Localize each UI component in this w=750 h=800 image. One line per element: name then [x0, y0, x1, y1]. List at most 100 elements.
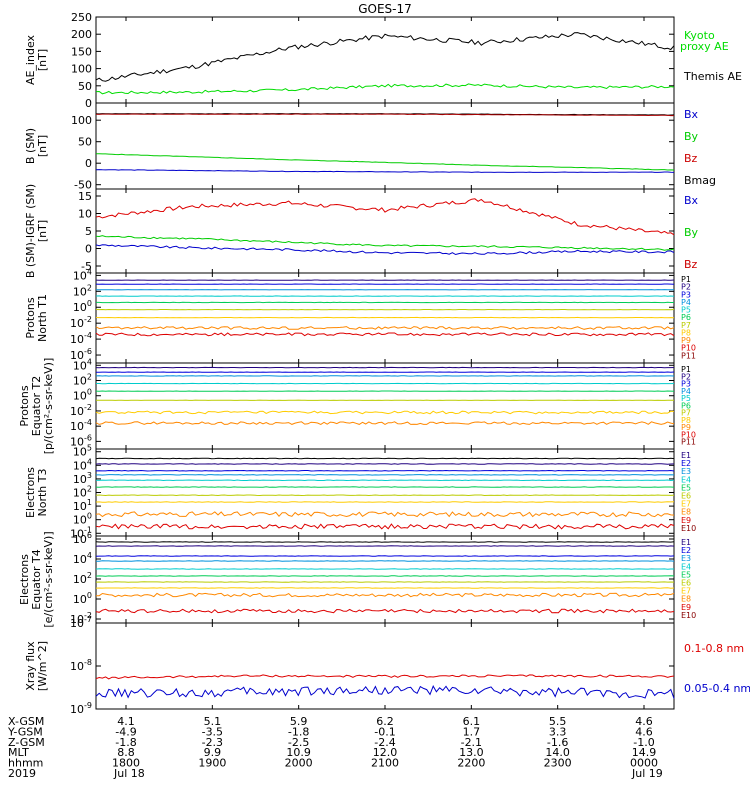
y-axis-label: North T3 [36, 469, 49, 517]
y-axis-label: Electrons [18, 554, 31, 605]
axis-table-value: 4.6 [635, 715, 653, 728]
legend-entry: 0.05-0.4 nm [684, 682, 750, 695]
figure-title: GOES-17 [358, 2, 412, 16]
legend-entry: Bx [684, 194, 699, 207]
axis-table-value: -2.4 [374, 736, 395, 749]
series-xray-long [95, 674, 675, 680]
axis-row-label: Z-GSM [8, 736, 45, 749]
y-axis-label: Protons [18, 385, 31, 426]
legend-entry: P5 [681, 306, 691, 315]
series-bz [95, 113, 674, 117]
legend-entry: P7 [681, 321, 691, 330]
legend-entry: E6 [681, 492, 691, 501]
y-tick-label: 10-4 [70, 418, 92, 433]
axis-table-value: Jul 18 [113, 767, 145, 780]
axis-row-label: MLT [8, 746, 29, 759]
y-axis-label: Equator T4 [30, 549, 43, 609]
y-tick-label: 104 [73, 551, 92, 566]
y-axis-label: AE_index [24, 34, 37, 85]
legend-entry: P7 [681, 409, 691, 418]
axis-table-value: 9.9 [204, 746, 222, 759]
axis-table-value: 5.9 [290, 715, 308, 728]
y-tick-label: 10-6 [70, 347, 92, 362]
legend-entry: E8 [681, 595, 691, 604]
y-tick-label: 10-8 [70, 658, 92, 673]
y-tick-label: 10-6 [70, 433, 92, 448]
y-tick-label: 10-9 [70, 701, 92, 716]
y-tick-label: 104 [73, 267, 92, 282]
axis-table-value: -0.1 [374, 725, 395, 738]
series-channel-8 [95, 501, 675, 503]
legend-entry: P4 [681, 387, 691, 396]
y-axis-label: [nT] [36, 49, 49, 71]
y-tick-label: 10-1 [70, 525, 92, 540]
legend-entry: E3 [681, 467, 691, 476]
legend-entry: E8 [681, 508, 691, 517]
panel-ee: 106 104 102 100 10-2 Electrons Equator T4 [e/(c… [18, 531, 696, 628]
y-tick-label: 10-4 [70, 331, 92, 346]
series-bx [95, 244, 675, 256]
axis-table-value: 0000 [630, 757, 658, 770]
series-channel-10 [95, 523, 675, 530]
y-tick-label: 10 [78, 208, 92, 221]
axis-table-value: 14.9 [632, 746, 657, 759]
y-tick-label: 10-2 [70, 403, 92, 418]
legend-entry: E6 [681, 579, 691, 588]
series-channel-3 [95, 469, 675, 472]
legend-entry: Themis AE [683, 70, 742, 83]
y-tick-label: 104 [73, 457, 92, 472]
series-kyoto-proxy-ae [95, 83, 675, 95]
y-tick-label: 102 [73, 373, 92, 388]
y-tick-label: 5 [85, 225, 92, 238]
y-tick-label: 15 [78, 190, 92, 203]
axis-table-value: 2000 [285, 757, 313, 770]
legend-entry: P6 [681, 401, 691, 410]
y-tick-label: 100 [73, 299, 92, 314]
axis-table-value: 6.2 [376, 715, 394, 728]
legend-entry: E10 [681, 524, 696, 533]
y-tick-label: 50 [78, 80, 92, 93]
series-by [95, 153, 675, 171]
axis-table-value: -1.8 [115, 736, 136, 749]
y-tick-label: 200 [71, 28, 92, 41]
series-by [95, 235, 675, 251]
y-axis-label: Protons [24, 297, 37, 338]
legend-entry: P2 [681, 283, 691, 292]
y-tick-label: 100 [73, 512, 92, 527]
legend-entry: P3 [681, 380, 691, 389]
panel-frame [95, 16, 675, 104]
panel-frame [95, 102, 675, 190]
axis-table-value: 8.8 [117, 746, 135, 759]
axis-table-value: 4.6 [635, 725, 653, 738]
axis-table-value: 6.1 [463, 715, 481, 728]
series-channel-7 [95, 410, 675, 415]
legend-entry: E9 [681, 603, 691, 612]
y-tick-label: 0 [85, 97, 92, 110]
legend-entry: P10 [681, 430, 696, 439]
legend-entry: P11 [681, 351, 696, 360]
legend-entry: By [684, 226, 699, 239]
y-tick-label: 0 [85, 243, 92, 256]
series-channel-8 [95, 326, 675, 330]
axis-table-value: 2100 [371, 757, 399, 770]
y-tick-label: 102 [73, 485, 92, 500]
legend-entry: Bz [684, 258, 698, 271]
legend-entry: E9 [681, 516, 691, 525]
series-channel-9 [95, 511, 675, 518]
legend-entry: E7 [681, 587, 691, 596]
y-axis-label: Xray flux [24, 641, 37, 691]
axis-table-value: -1.8 [288, 725, 309, 738]
axis-table-value: 10.9 [286, 746, 311, 759]
legend-entry: E5 [681, 570, 691, 579]
panel-frame [95, 622, 675, 710]
y-tick-label: 100 [73, 388, 92, 403]
axis-table-value: -2.1 [461, 736, 482, 749]
panel-bsm: 100 50 0 -50 B (SM) [nT] Bx By Bz Bmag [24, 102, 716, 192]
legend-entry: P4 [681, 298, 691, 307]
legend-entry: E7 [681, 500, 691, 509]
series-xray-short [95, 685, 675, 699]
legend-entry: E10 [681, 611, 696, 620]
series-channel-9 [96, 592, 675, 598]
